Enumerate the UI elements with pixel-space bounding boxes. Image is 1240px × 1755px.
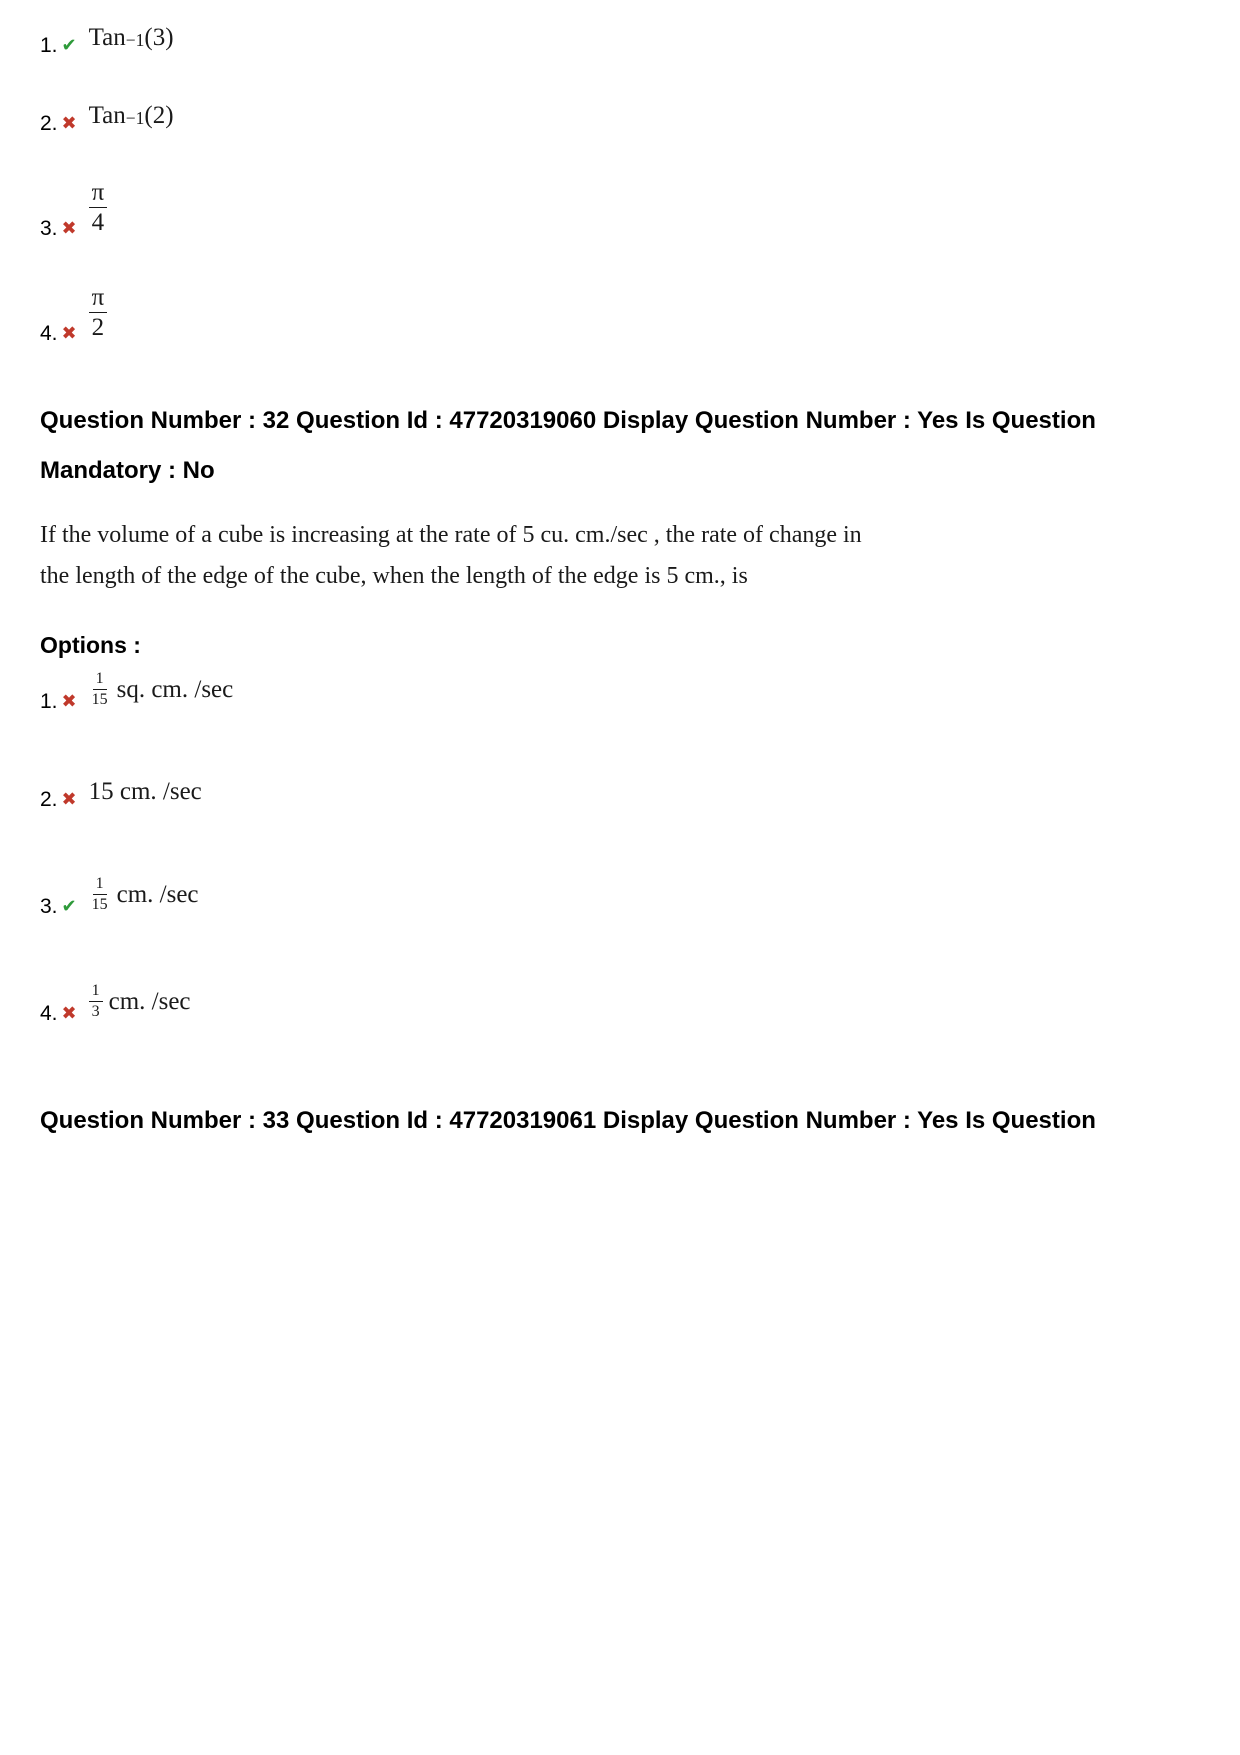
option-number: 4. <box>40 322 58 346</box>
unit: sq. cm. /sec <box>117 676 234 704</box>
option-number: 3. <box>40 895 58 919</box>
header-line: Question Number : 32 Question Id : 47720… <box>40 407 1096 434</box>
cross-icon: ✖ <box>62 323 77 344</box>
option-text: 15 cm. /sec <box>89 778 202 806</box>
q32-options: 1. ✖ 1 15 sq. cm. /sec 2. ✖ 15 cm. /sec … <box>40 677 1200 1026</box>
option-content: 1 15 sq. cm. /sec <box>89 671 234 708</box>
question-header: Question Number : 32 Question Id : 47720… <box>40 396 1200 497</box>
fraction: π 2 <box>89 285 108 340</box>
arg: 2 <box>153 102 166 130</box>
cross-icon: ✖ <box>62 691 77 712</box>
option-row: 1. ✔ Tan−1(3) <box>40 30 1200 58</box>
option-number: 2. <box>40 788 58 812</box>
option-row: 2. ✖ 15 cm. /sec <box>40 784 1200 812</box>
denominator: 15 <box>89 895 111 913</box>
cross-icon: ✖ <box>62 218 77 239</box>
option-number: 3. <box>40 217 58 241</box>
fraction: 1 15 <box>89 876 111 913</box>
numerator: π <box>89 285 108 313</box>
option-content: Tan−1(3) <box>89 24 174 52</box>
option-row: 4. ✖ 1 3 cm. /sec <box>40 989 1200 1026</box>
prev-question-options: 1. ✔ Tan−1(3) 2. ✖ Tan−1(2) 3. ✖ π 4 4. … <box>40 30 1200 346</box>
option-number: 2. <box>40 112 58 136</box>
option-row: 4. ✖ π 2 <box>40 291 1200 346</box>
cross-icon: ✖ <box>62 789 77 810</box>
fraction: 1 15 <box>89 671 111 708</box>
option-number: 1. <box>40 34 58 58</box>
denominator: 2 <box>89 313 108 340</box>
option-row: 2. ✖ Tan−1(2) <box>40 108 1200 136</box>
option-row: 3. ✖ π 4 <box>40 186 1200 241</box>
fraction: 1 3 <box>89 983 103 1020</box>
option-content: Tan−1(2) <box>89 102 174 130</box>
options-label: Options : <box>40 632 1200 659</box>
q-line: If the volume of a cube is increasing at… <box>40 522 862 548</box>
option-row: 1. ✖ 1 15 sq. cm. /sec <box>40 677 1200 714</box>
cross-icon: ✖ <box>62 1003 77 1024</box>
cross-icon: ✖ <box>62 113 77 134</box>
check-icon: ✔ <box>62 896 77 917</box>
unit: cm. /sec <box>109 988 191 1016</box>
numerator: 1 <box>93 671 107 690</box>
option-content: 1 15 cm. /sec <box>89 876 199 913</box>
q-line: the length of the edge of the cube, when… <box>40 563 748 589</box>
option-content: π 2 <box>89 285 114 340</box>
numerator: 1 <box>93 876 107 895</box>
denominator: 4 <box>89 208 108 235</box>
fraction: π 4 <box>89 180 108 235</box>
option-content: 15 cm. /sec <box>89 778 202 806</box>
option-row: 3. ✔ 1 15 cm. /sec <box>40 882 1200 919</box>
denominator: 15 <box>89 690 111 708</box>
unit: cm. /sec <box>117 881 199 909</box>
question-header: Question Number : 33 Question Id : 47720… <box>40 1096 1200 1146</box>
option-content: 1 3 cm. /sec <box>89 983 191 1020</box>
option-number: 1. <box>40 690 58 714</box>
option-number: 4. <box>40 1002 58 1026</box>
denominator: 3 <box>89 1002 103 1020</box>
arg: 3 <box>153 24 166 52</box>
check-icon: ✔ <box>62 35 77 56</box>
numerator: π <box>89 180 108 208</box>
option-content: π 4 <box>89 180 114 235</box>
question-text: If the volume of a cube is increasing at… <box>40 515 1200 597</box>
numerator: 1 <box>89 983 103 1002</box>
header-line: Question Number : 33 Question Id : 47720… <box>40 1107 1096 1134</box>
header-line: Mandatory : No <box>40 457 215 484</box>
